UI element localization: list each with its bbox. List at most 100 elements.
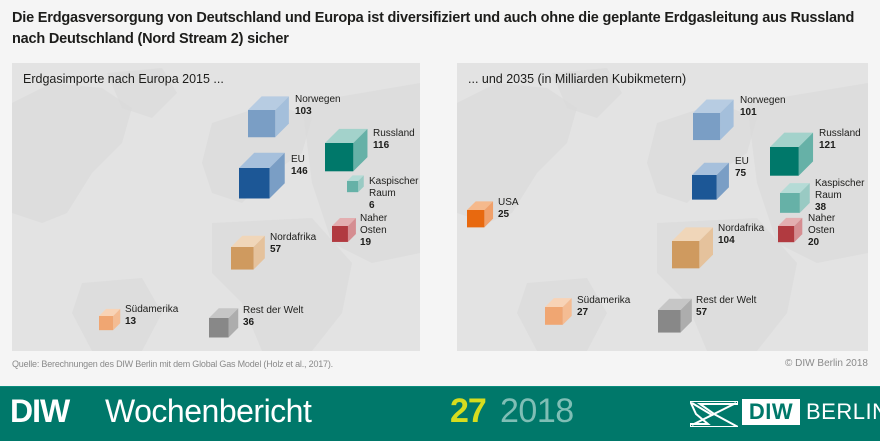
cube-side-face [347,218,356,242]
cube-top-face [467,201,494,210]
cube-front-face [770,147,799,176]
cube-side-face [269,152,285,199]
cube-label: Osten [808,225,835,236]
cube-top-face [692,162,729,175]
cube-side-face [275,96,289,138]
world-map-background [12,68,420,351]
logo-berlin-text: BERLIN [806,399,880,424]
diw-berlin-logo: DIW BERLIN [690,399,880,429]
cube-top-face [239,152,285,168]
cube-value: 25 [498,209,510,220]
panel-title-2035: ... und 2035 (in Milliarden Kubikmetern) [468,72,687,86]
cube-side-face [484,201,494,228]
cube-front-face [99,316,114,331]
cube-value: 103 [295,106,312,117]
cube-label: Russland [819,128,861,139]
cube-front-face [231,247,254,270]
cube-front-face [347,181,359,193]
cube-top-face [672,227,714,241]
cube-front-face [239,168,270,199]
diw-logo-mark-icon [690,401,738,427]
cube-value: 38 [815,202,827,213]
cube-front-face [332,226,348,242]
cube-value: 6 [369,200,375,211]
cube-front-face [780,193,800,213]
logo-diw-text: DIW [742,399,800,425]
cube-side-face [253,235,265,270]
panel-title-2015: Erdgasimporte nach Europa 2015 ... [23,72,224,86]
copyright: © DIW Berlin 2018 [785,358,868,369]
cube-label: Raum [369,188,396,199]
cube-top-face [770,132,814,147]
cube-value: 27 [577,307,589,318]
cube-label: Rest der Welt [243,305,304,316]
cube-label: Rest der Welt [696,295,757,306]
footer-year: 2018 [500,392,574,430]
cube-side-face [562,298,572,325]
cube-side-face [798,132,814,176]
footer-issue-number: 27 [450,392,487,430]
cube-label: Russland [373,128,415,139]
cube-value: 19 [360,237,372,248]
cube-value: 116 [373,140,390,151]
cube-label: Kaspischer [815,178,865,189]
cube-value: 146 [291,166,308,177]
cube-label: Raum [815,190,842,201]
cube-front-face [658,310,681,333]
cube-label: Nordafrika [718,223,765,234]
cube-label: Nordafrika [270,232,317,243]
footer-brand-title: Wochenbericht [105,393,312,429]
cube-side-face [699,227,714,269]
footer-brand-bold: DIW [10,393,70,429]
cube-value: 20 [808,237,820,248]
cube-side-face [794,217,803,243]
cube-value: 101 [740,107,757,118]
cube-value: 13 [125,316,137,327]
cube-top-face [778,217,803,226]
cube-side-face [720,99,734,141]
cube-top-face [658,298,692,310]
cube-value: 57 [696,307,708,318]
footer-band: DIW Wochenbericht 27 2018 DIW BERLIN [0,386,880,441]
cube-top-face [231,235,265,247]
source-note: Quelle: Berechnungen des DIW Berlin mit … [12,359,333,369]
cube-label: Naher [360,213,388,224]
cube-label: EU [735,156,749,167]
cube-label: Südamerika [125,304,179,315]
cube-side-face [228,308,239,338]
cube-top-face [693,99,734,113]
map-2015: Norwegen103Russland116EU146KaspischerRau… [12,68,420,351]
cube-label: Kaspischer [369,176,419,187]
cube-top-face [780,183,810,193]
cube-side-face [716,162,729,200]
cube-front-face [209,318,229,338]
cube-label: Naher [808,213,836,224]
cube-value: 121 [819,140,836,151]
headline: Die Erdgasversorgung von Deutschland und… [12,10,855,47]
cube-front-face [545,307,563,325]
landmass-shape [457,83,577,223]
cube-label: USA [498,197,519,208]
cube-top-face [325,128,368,143]
cube-label: Osten [360,225,387,236]
cube-value: 75 [735,168,747,179]
cube-label: Norwegen [740,95,786,106]
landmass-shape [12,83,132,223]
cube-front-face [693,113,721,141]
cube-label: EU [291,154,305,165]
map-panel-2015: Norwegen 103 Russland 116 EU 146 Kaspischer Rau… [12,63,420,351]
cube-front-face [248,110,276,138]
landmass-shape [552,68,622,118]
